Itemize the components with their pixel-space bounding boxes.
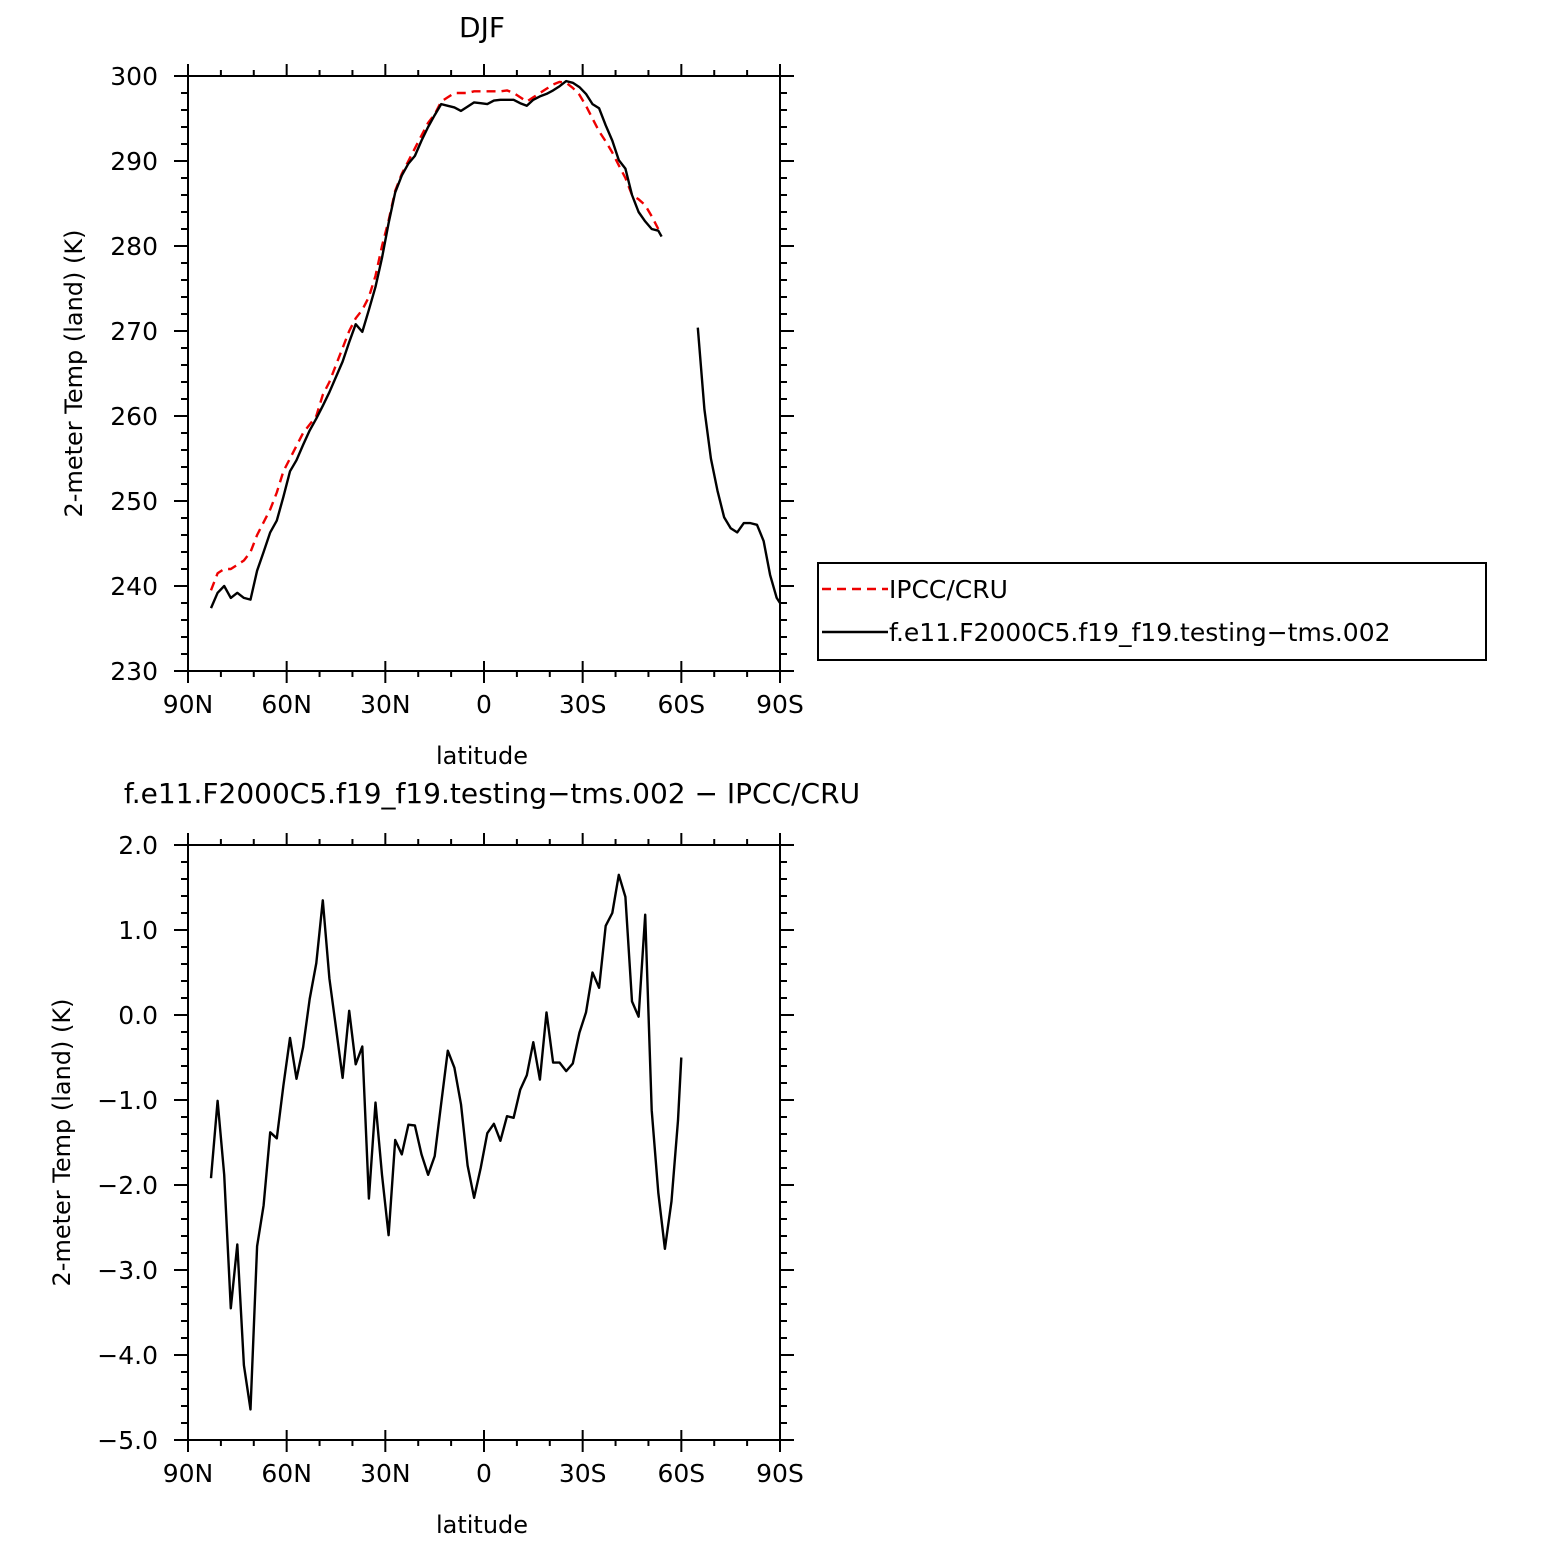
x-tick-label: 60S bbox=[657, 1459, 705, 1488]
x-tick-label: 30N bbox=[360, 690, 411, 719]
x-tick-label: 90N bbox=[163, 690, 214, 719]
x-tick-label: 30S bbox=[559, 1459, 607, 1488]
y-axis-label: 2-meter Temp (land) (K) bbox=[60, 230, 88, 518]
x-tick-label: 30N bbox=[360, 1459, 411, 1488]
chart-title: DJF bbox=[459, 11, 505, 44]
y-tick-label: 280 bbox=[110, 232, 158, 261]
y-tick-label: 250 bbox=[110, 487, 158, 516]
chart-title: f.e11.F2000C5.f19_f19.testing−tms.002 − … bbox=[124, 777, 860, 810]
plot-frame bbox=[187, 844, 781, 1441]
y-tick-label: 240 bbox=[110, 572, 158, 601]
x-axis-label: latitude bbox=[436, 742, 528, 770]
y-tick-label: 2.0 bbox=[118, 831, 158, 860]
legend-box bbox=[817, 562, 1487, 661]
y-tick-label: 0.0 bbox=[118, 1001, 158, 1030]
y-tick-label: 270 bbox=[110, 317, 158, 346]
y-tick-label: −5.0 bbox=[97, 1426, 158, 1455]
plot-frame bbox=[187, 75, 781, 672]
x-tick-label: 0 bbox=[476, 690, 492, 719]
legend-label-1: IPCC/CRU bbox=[889, 575, 1008, 604]
x-tick-label: 60N bbox=[261, 690, 312, 719]
series-line-2-segment-2 bbox=[696, 327, 782, 604]
x-tick-label: 30S bbox=[559, 690, 607, 719]
y-tick-label: 1.0 bbox=[118, 916, 158, 945]
series-line-1-segment-1 bbox=[209, 873, 683, 1411]
y-tick-label: 260 bbox=[110, 402, 158, 431]
y-axis-label: 2-meter Temp (land) (K) bbox=[48, 999, 76, 1287]
y-tick-label: 300 bbox=[110, 62, 158, 91]
difference-chart-panel: 90N 60N 30N 0 30S 60S 90S 2.0 1.0 0.0 −1.0 −2.0 −3.0… bbox=[48, 777, 860, 1539]
x-tick-label: 60N bbox=[261, 1459, 312, 1488]
y-tick-label: −2.0 bbox=[97, 1171, 158, 1200]
x-tick-label: 60S bbox=[657, 690, 705, 719]
x-axis-label: latitude bbox=[436, 1511, 528, 1539]
series-line-1-segment-1 bbox=[209, 80, 660, 591]
top-chart-panel: 90N 60N 30N 0 30S 60S 90S 230 240 250 260 270 280 290… bbox=[60, 11, 804, 770]
y-tick-label: −3.0 bbox=[97, 1256, 158, 1285]
legend-label-2: f.e11.F2000C5.f19_f19.testing−tms.002 bbox=[889, 618, 1391, 647]
legend: IPCC/CRU f.e11.F2000C5.f19_f19.testing−tm… bbox=[817, 562, 1487, 661]
x-tick-label: 90S bbox=[756, 690, 804, 719]
x-tick-label: 90S bbox=[756, 1459, 804, 1488]
y-tick-label: −4.0 bbox=[97, 1341, 158, 1370]
series-line-2-segment-1 bbox=[209, 79, 663, 609]
x-tick-label: 0 bbox=[476, 1459, 492, 1488]
y-tick-label: 290 bbox=[110, 147, 158, 176]
x-tick-label: 90N bbox=[163, 1459, 214, 1488]
y-tick-label: 230 bbox=[110, 657, 158, 686]
y-tick-label: −1.0 bbox=[97, 1086, 158, 1115]
